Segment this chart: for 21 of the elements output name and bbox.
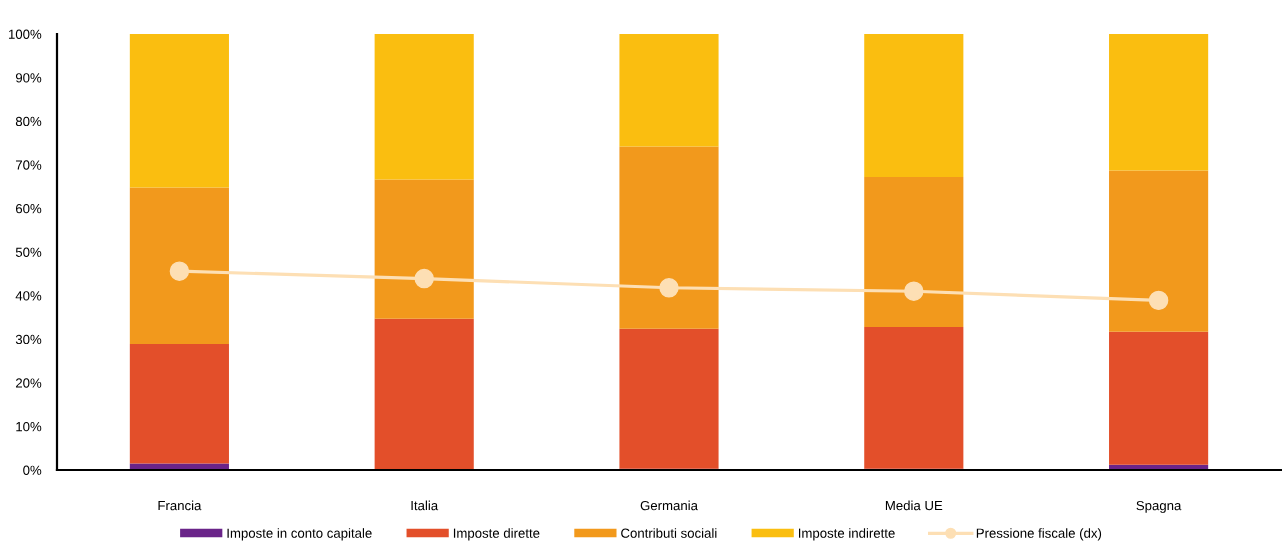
y-tick-label: 90% xyxy=(15,73,42,83)
x-tick-label: Spagna xyxy=(1136,500,1182,513)
y-tick-label: 40% xyxy=(15,291,42,301)
x-tick-label: Media UE xyxy=(885,500,943,511)
y-tick-label: 30% xyxy=(15,334,42,345)
y-tick-label: 0% xyxy=(23,465,42,475)
y-tick-label: 100% xyxy=(8,29,42,39)
y-tick-label: 10% xyxy=(16,421,42,432)
x-tick-label: Francia xyxy=(158,500,202,511)
legend-label: Imposte dirette xyxy=(453,528,540,541)
x-tick-label: Germania xyxy=(640,500,698,511)
y-tick-label: 70% xyxy=(15,160,42,170)
y-tick-label: 80% xyxy=(15,116,42,127)
legend-label: Contributi sociali xyxy=(621,528,717,538)
legend-label: Pressione fiscale (dx) xyxy=(976,528,1102,541)
y-tick-label: 50% xyxy=(15,247,42,257)
x-tick-label: Italia xyxy=(411,500,439,511)
y-tick-label: 20% xyxy=(15,378,42,388)
legend-label: Imposte in conto capitale xyxy=(227,528,372,541)
y-tick-label: 60% xyxy=(15,203,42,214)
legend-label: Imposte indirette xyxy=(798,528,895,541)
